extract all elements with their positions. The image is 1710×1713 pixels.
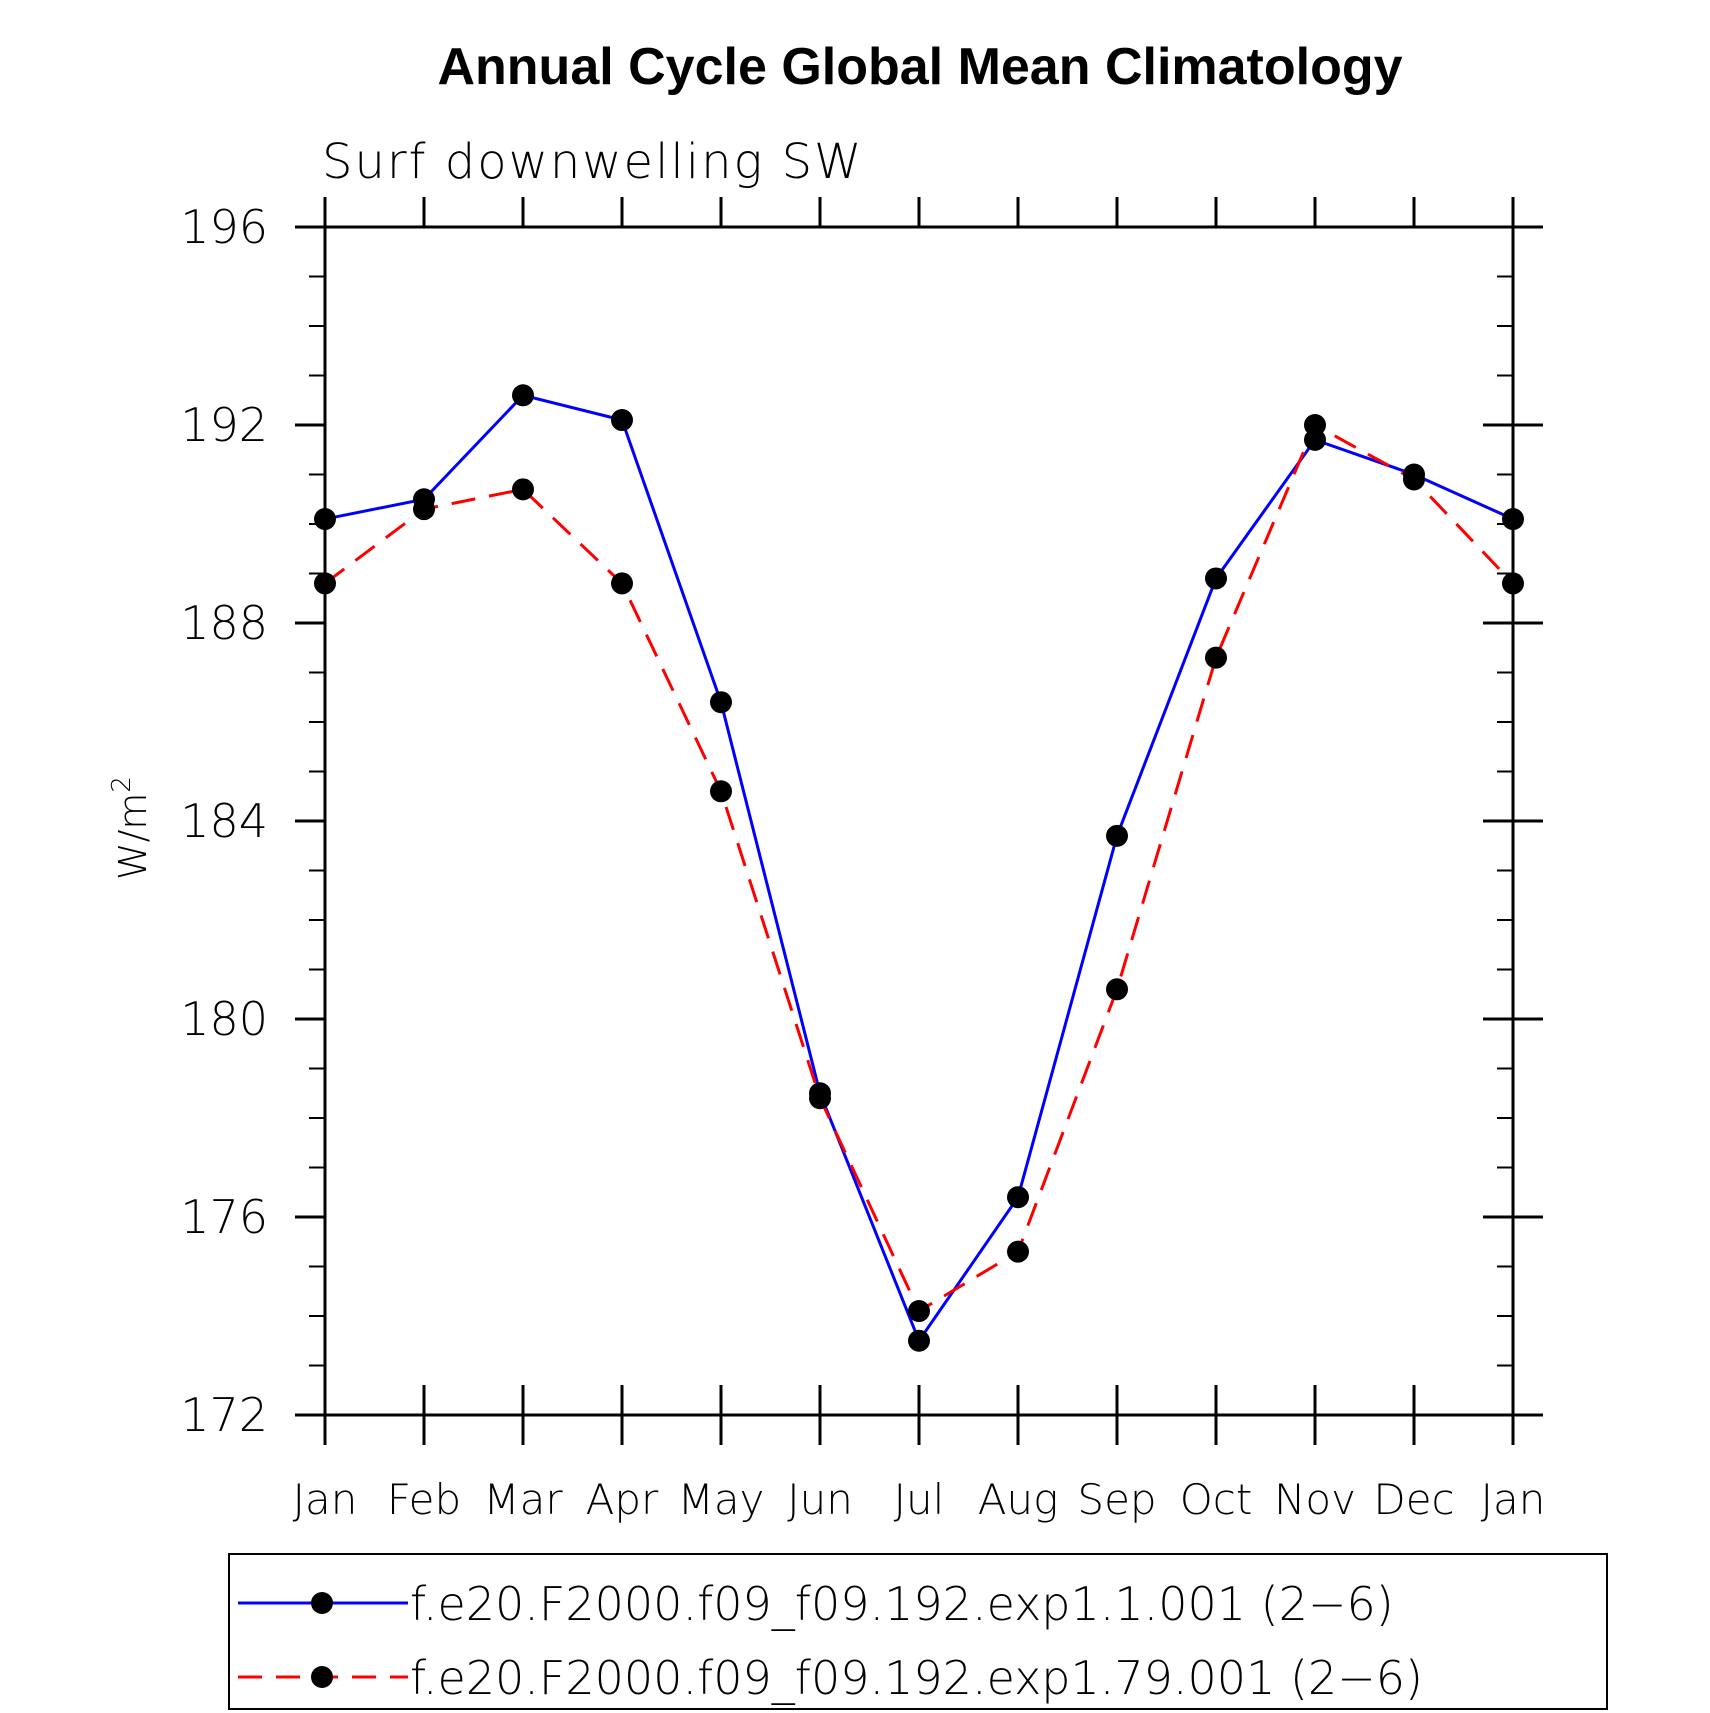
x-tick-label: Jan [293, 1475, 358, 1524]
data-point-series-1 [1106, 824, 1128, 847]
data-point-series-1 [1502, 508, 1524, 531]
data-point-series-2 [1304, 414, 1326, 436]
x-tick-label: Apr [586, 1475, 659, 1524]
data-point-series-1 [908, 1329, 930, 1352]
x-tick-label: Oct [1180, 1475, 1253, 1524]
legend-label-1: f.e20.F2000.f09_f09.192.exp1.1.001 (2−6) [410, 1577, 1394, 1631]
x-tick-label: Mar [483, 1475, 563, 1524]
data-series [314, 384, 1524, 1352]
y-tick-label: 172 [180, 1388, 268, 1442]
y-axis-label-base: W/m [111, 793, 155, 880]
data-point-series-1 [710, 691, 732, 714]
y-tick-labels: 172 176 180 184 188 192 196 [180, 200, 268, 1442]
y-axis-label: W/m2 [107, 776, 155, 880]
chart-subtitle: Surf downwelling SW [322, 134, 864, 190]
data-point-series-2 [1502, 572, 1524, 595]
x-tick-label: Jun [787, 1475, 853, 1524]
x-tick-label: Sep [1077, 1475, 1156, 1524]
y-tick-label: 192 [180, 398, 268, 452]
y-axis-label-superscript: 2 [107, 776, 137, 793]
data-point-series-2 [710, 780, 732, 803]
series-line-1 [324, 393, 1514, 1344]
x-tick-label: Jul [894, 1475, 945, 1524]
y-tick-label: 196 [180, 200, 268, 254]
x-tick-label: Feb [387, 1475, 461, 1524]
y-tick-label: 180 [180, 992, 268, 1046]
data-point-series-1 [314, 508, 336, 531]
data-point-series-2 [512, 478, 534, 501]
axis-ticks [295, 197, 1543, 1445]
x-tick-label: May [678, 1475, 765, 1524]
legend: f.e20.F2000.f09_f09.192.exp1.1.001 (2−6)… [238, 1577, 1423, 1705]
chart-title: Annual Cycle Global Mean Climatology [437, 38, 1402, 96]
data-point-series-1 [512, 384, 534, 407]
data-point-series-2 [314, 572, 336, 595]
legend-marker-1 [311, 1592, 333, 1614]
data-point-series-2 [1007, 1240, 1029, 1263]
plot-frame [323, 225, 1515, 1417]
data-point-series-2 [809, 1087, 831, 1110]
y-tick-label: 184 [180, 794, 268, 848]
x-tick-labels: Jan Feb Mar Apr May Jun Jul Aug Sep Oct Nov Dec Jan [293, 1475, 1546, 1524]
y-tick-label: 176 [180, 1190, 268, 1244]
x-tick-label: Aug [978, 1475, 1059, 1524]
series-line-2 [324, 422, 1515, 1314]
data-point-series-1 [611, 409, 633, 432]
data-point-series-1 [1007, 1186, 1029, 1209]
data-point-series-2 [611, 572, 633, 595]
data-point-series-2 [1403, 468, 1425, 491]
data-point-series-1 [1205, 567, 1227, 590]
x-tick-label: Dec [1373, 1475, 1454, 1524]
data-point-series-2 [413, 498, 435, 521]
y-tick-label: 188 [180, 596, 268, 650]
data-point-series-2 [1106, 978, 1128, 1001]
legend-label-2: f.e20.F2000.f09_f09.192.exp1.79.001 (2−6… [410, 1651, 1423, 1705]
legend-box [228, 1553, 1608, 1710]
x-tick-label: Nov [1274, 1475, 1356, 1524]
legend-marker-2 [311, 1666, 333, 1688]
data-point-series-2 [1205, 646, 1227, 669]
x-tick-label: Jan [1481, 1475, 1546, 1524]
data-point-series-2 [908, 1300, 930, 1323]
